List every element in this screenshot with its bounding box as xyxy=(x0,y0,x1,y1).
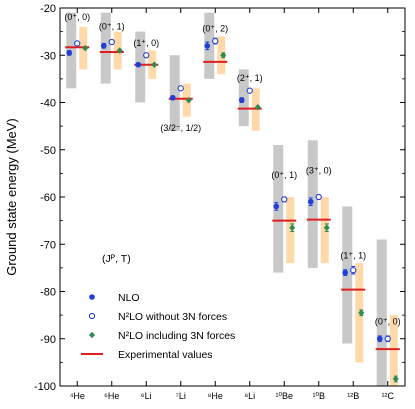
point-open-circle xyxy=(212,37,219,45)
x-tick-label: ⁶He xyxy=(104,391,119,401)
x-tick-label: ⁸Li xyxy=(244,391,255,401)
band-nlo xyxy=(376,239,387,386)
point-filled-diamond xyxy=(220,51,227,59)
y-tick-label: -60 xyxy=(40,192,56,204)
state-annotation: (0⁺, 1) xyxy=(271,170,297,180)
state-annotation: (0⁺, 1) xyxy=(99,21,125,31)
point-filled-circle xyxy=(66,50,73,56)
x-tick-label: ¹⁰Be xyxy=(275,391,293,401)
x-tick-label: ⁴He xyxy=(70,391,85,401)
state-annotation: (0⁺, 0) xyxy=(375,317,401,327)
point-open-circle xyxy=(315,193,322,201)
legend-marker xyxy=(89,294,95,300)
legend: (Jᴾ, T) NLO N²LO without 3N forces N²LO in… xyxy=(81,253,235,361)
axes: -100 -90 -80 -70 -60 -50 -40 -30 -20 ⁴He ⁶He ⁶Li ⁷Li… xyxy=(34,3,405,401)
state-annotation: (1⁺, 0) xyxy=(133,38,159,48)
point-filled-circle xyxy=(238,97,245,103)
y-tick-label: -50 xyxy=(40,145,56,157)
point-filled-diamond xyxy=(289,224,296,232)
band-n2lo xyxy=(389,315,398,386)
band-nlo xyxy=(307,140,318,268)
state-annotation: (1⁺, 1) xyxy=(340,250,366,260)
y-tick-label: -100 xyxy=(34,381,56,393)
x-tick-label: ¹⁰B xyxy=(312,391,325,401)
x-tick-label: ¹²C xyxy=(382,391,395,401)
point-open-circle xyxy=(74,40,81,47)
point-filled-diamond xyxy=(358,309,365,317)
point-filled-diamond xyxy=(254,103,261,111)
y-tick-label: -40 xyxy=(40,98,56,110)
point-filled-diamond xyxy=(392,375,399,383)
x-tick-label: ⁶Li xyxy=(141,391,152,401)
state-annotations: (0⁺, 0) (0⁺, 1) (1⁺, 0) (3/2⁻, 1/2) (0⁺, 2) (… xyxy=(64,12,400,327)
point-open-circle xyxy=(350,267,357,274)
point-filled-circle xyxy=(342,269,349,276)
x-tick-label: ⁷Li xyxy=(176,391,186,401)
x-tick-label: ⁸He xyxy=(208,391,223,401)
point-open-circle xyxy=(384,335,391,342)
point-open-circle xyxy=(108,38,115,46)
point-filled-circle xyxy=(307,198,314,205)
legend-header: (Jᴾ, T) xyxy=(102,253,131,265)
state-annotation: (3⁺, 0) xyxy=(306,165,332,175)
point-filled-circle xyxy=(100,43,107,49)
point-filled-diamond xyxy=(151,61,158,68)
y-tick-label: -80 xyxy=(40,287,56,299)
point-filled-diamond xyxy=(116,47,123,54)
point-filled-diamond xyxy=(82,44,89,52)
point-open-circle xyxy=(246,87,253,94)
data-points xyxy=(66,37,399,383)
point-filled-circle xyxy=(273,203,280,210)
x-tick-label: ¹²B xyxy=(347,391,359,401)
band-n2lo xyxy=(320,197,329,264)
state-annotation: (0⁺, 0) xyxy=(64,12,90,22)
y-axis-title: Ground state energy (MeV) xyxy=(4,118,19,276)
y-tick-label: -20 xyxy=(40,3,56,15)
band-n2lo xyxy=(286,197,295,264)
legend-label: Experimental values xyxy=(118,349,213,361)
state-annotation: (2⁺, 1) xyxy=(237,73,263,83)
point-open-circle xyxy=(281,196,288,203)
band-nlo xyxy=(273,145,284,273)
point-filled-diamond xyxy=(185,96,192,104)
point-open-circle xyxy=(143,52,150,59)
legend-marker xyxy=(89,331,95,339)
y-tick-label: -30 xyxy=(40,50,56,62)
legend-marker xyxy=(88,312,96,320)
point-open-circle xyxy=(177,85,184,92)
state-annotation: (0⁺, 2) xyxy=(202,24,228,34)
legend-label: N²LO without 3N forces xyxy=(118,311,227,323)
legend-label: NLO xyxy=(118,292,140,304)
point-filled-circle xyxy=(169,94,176,101)
point-filled-circle xyxy=(135,61,142,68)
point-filled-diamond xyxy=(323,224,330,232)
band-nlo xyxy=(169,55,180,131)
legend-label: N²LO including 3N forces xyxy=(118,330,235,342)
point-filled-circle xyxy=(376,335,383,342)
y-tick-label: -90 xyxy=(40,334,56,346)
state-annotation: (3/2⁻, 1/2) xyxy=(160,123,201,133)
y-tick-label: -70 xyxy=(40,239,56,251)
point-filled-circle xyxy=(204,43,211,49)
